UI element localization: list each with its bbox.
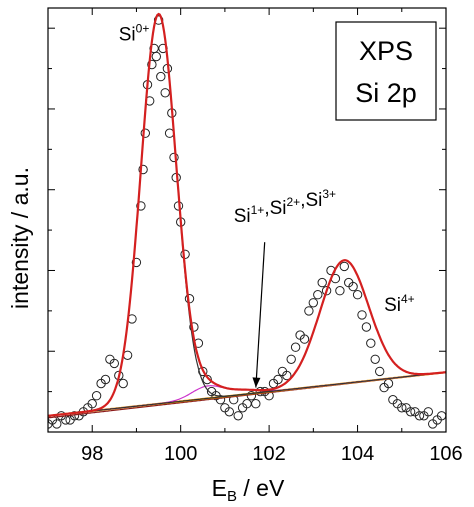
data-point bbox=[348, 281, 358, 292]
data-point bbox=[313, 290, 323, 300]
data-point bbox=[202, 374, 212, 385]
annotation-base: Si bbox=[234, 206, 251, 227]
si4-fit-line bbox=[48, 259, 446, 417]
data-point bbox=[156, 71, 166, 82]
x-axis-label: EB / eV bbox=[212, 475, 285, 505]
legend-line-si2p: Si 2p bbox=[355, 78, 417, 108]
x-tick-label: 106 bbox=[429, 443, 462, 465]
plot-area bbox=[48, 12, 446, 429]
data-point bbox=[317, 277, 327, 288]
data-point bbox=[405, 407, 416, 417]
legend-box: XPS Si 2p bbox=[335, 21, 437, 121]
data-point bbox=[251, 399, 261, 409]
data-point bbox=[52, 419, 62, 429]
annotation-superscript: 1+ bbox=[251, 203, 265, 217]
data-point bbox=[198, 366, 208, 377]
annotation-superscript: 2+ bbox=[287, 195, 301, 209]
annotation-base: Si bbox=[384, 295, 401, 316]
annotation-si0: Si0+ bbox=[119, 21, 150, 45]
x-tick-label: 104 bbox=[341, 443, 374, 465]
data-point bbox=[282, 370, 292, 381]
data-point bbox=[118, 378, 128, 389]
data-point bbox=[397, 403, 407, 413]
data-point bbox=[375, 366, 385, 377]
data-point bbox=[335, 286, 345, 296]
data-point bbox=[100, 374, 111, 385]
annotation-si4: Si4+ bbox=[384, 292, 415, 316]
data-point bbox=[423, 407, 433, 417]
data-point bbox=[366, 338, 376, 348]
data-point bbox=[308, 298, 318, 308]
y-axis-label: intensity / a.u. bbox=[7, 167, 33, 309]
data-point bbox=[87, 399, 97, 409]
data-point bbox=[321, 286, 332, 296]
legend-box-border bbox=[335, 21, 437, 121]
x-tick-label: 100 bbox=[164, 443, 197, 465]
data-point bbox=[414, 411, 425, 421]
data-point bbox=[357, 310, 367, 320]
data-point bbox=[361, 322, 372, 332]
data-point bbox=[370, 354, 380, 364]
data-point bbox=[140, 128, 151, 138]
annotation-base: ,Si bbox=[264, 198, 286, 219]
annotation-arrow-shaft bbox=[255, 242, 266, 388]
data-point bbox=[224, 407, 235, 417]
data-point bbox=[151, 51, 162, 62]
axes-frame bbox=[47, 7, 447, 433]
data-point bbox=[339, 261, 349, 272]
data-point bbox=[160, 88, 170, 98]
data-point bbox=[290, 342, 301, 352]
ticks: 98 100 102 104 106 bbox=[47, 8, 463, 465]
data-point bbox=[180, 249, 190, 260]
data-point bbox=[131, 257, 142, 268]
data-point bbox=[352, 290, 363, 300]
annotation-superscript: 4+ bbox=[401, 292, 415, 306]
x-axis-label-sub: B bbox=[227, 488, 237, 505]
legend-line-xps: XPS bbox=[359, 36, 413, 66]
x-tick-label: 98 bbox=[81, 443, 103, 465]
data-point bbox=[273, 374, 283, 385]
annotation-base: ,Si bbox=[300, 190, 322, 211]
total-fit-line bbox=[48, 12, 446, 417]
data-point bbox=[169, 152, 179, 163]
x-axis-label-unit: / eV bbox=[237, 475, 285, 501]
data-point bbox=[286, 354, 296, 364]
data-point bbox=[136, 201, 146, 211]
plot-frame bbox=[47, 7, 447, 433]
data-point bbox=[138, 164, 148, 175]
annotation-superscript: 0+ bbox=[136, 21, 150, 35]
data-point bbox=[299, 334, 310, 344]
data-point bbox=[147, 59, 157, 70]
x-axis-label-main: E bbox=[212, 475, 227, 501]
annotations: Si0+Si1+,Si2+,Si3+Si4+ bbox=[119, 21, 415, 388]
annotation-si123: Si1+,Si2+,Si3+ bbox=[234, 187, 336, 227]
data-point bbox=[189, 322, 199, 332]
annotation-arrow-head bbox=[252, 377, 261, 388]
x-tick-label: 102 bbox=[252, 443, 285, 465]
data-point bbox=[233, 411, 243, 421]
annotation-superscript: 3+ bbox=[322, 187, 336, 201]
data-point bbox=[91, 391, 102, 401]
data-point bbox=[304, 306, 314, 316]
data-point bbox=[109, 358, 120, 369]
annotation-base: Si bbox=[119, 24, 136, 45]
